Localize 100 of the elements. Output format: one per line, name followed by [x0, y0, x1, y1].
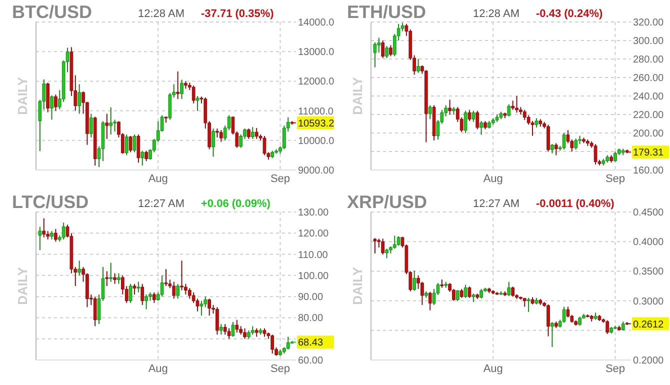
y-tick-label: 80.00	[298, 313, 324, 324]
candlestick	[172, 281, 176, 300]
y-tick-label: 14000.0	[298, 18, 335, 28]
y-tick-label: 100.00	[298, 270, 330, 282]
chart-title: XRP/USD	[347, 192, 428, 212]
candlestick	[176, 70, 180, 100]
x-tick-label: Sep	[605, 173, 626, 185]
candlestick	[200, 300, 204, 316]
text: +0.06 (0.09%)	[201, 198, 271, 210]
candlestick	[50, 94, 54, 120]
candlestick	[286, 336, 290, 350]
candlestick	[385, 46, 388, 59]
candlestick	[109, 262, 113, 282]
y-tick-label: 200.00	[633, 128, 664, 140]
y-tick-label: 9000.00	[298, 166, 335, 176]
candlestick	[176, 283, 180, 300]
chart-subtitle: 12:27 AM	[138, 198, 184, 210]
candlestick	[562, 132, 566, 150]
candlestick	[574, 138, 578, 150]
candlestick	[219, 130, 223, 142]
candlestick	[109, 106, 113, 135]
candlestick	[396, 236, 400, 246]
candlestick	[113, 272, 116, 284]
candlestick	[180, 79, 184, 100]
candlestick	[566, 130, 570, 144]
candlestick	[239, 134, 243, 148]
candlestick	[392, 235, 396, 250]
candlestick	[614, 151, 617, 162]
candlestick	[464, 110, 468, 134]
annotation: 0.2612	[633, 319, 664, 330]
candlestick	[180, 260, 184, 291]
candlestick	[416, 58, 420, 74]
candlestick	[546, 304, 550, 337]
y-tick-label: 13000.0	[298, 47, 335, 58]
candlestick	[219, 324, 223, 336]
candlestick	[254, 127, 258, 140]
candlestick	[78, 260, 81, 276]
candlestick	[144, 294, 148, 310]
candlestick	[212, 128, 215, 158]
candlestick	[192, 85, 196, 104]
candlestick	[227, 328, 231, 340]
candlestick	[515, 96, 518, 114]
candlestick	[428, 104, 432, 120]
y-tick-label: 260.00	[633, 73, 664, 84]
candlestick	[480, 120, 483, 136]
candlestick	[472, 110, 476, 122]
candlestick	[168, 92, 172, 120]
candlestick	[412, 270, 416, 292]
chart-title: LTC/USD	[12, 192, 89, 212]
y-tick-label: 110.00	[298, 250, 328, 261]
candlestick	[105, 270, 109, 286]
y-tick-label: 120.00	[298, 228, 330, 240]
candlestick	[247, 128, 250, 140]
candlestick	[93, 296, 97, 327]
candlestick	[464, 284, 468, 298]
candlestick	[448, 99, 452, 115]
candlestick	[550, 144, 554, 154]
y-tick-label: 160.00	[633, 166, 664, 176]
candlestick	[468, 286, 472, 298]
candlestick	[216, 306, 219, 336]
candlestick	[132, 283, 136, 295]
y-tick-label: 0.4500	[633, 208, 664, 218]
candlestick	[196, 298, 200, 312]
y-tick-label: 60.00	[298, 356, 324, 366]
y-tick-label: 0.2000	[633, 356, 664, 366]
chart-title: ETH/USD	[347, 2, 426, 22]
candlestick	[480, 288, 483, 299]
candlestick	[606, 320, 610, 334]
candlestick	[507, 281, 511, 297]
candlestick	[231, 321, 235, 338]
y-tick-label: 90.00	[298, 292, 324, 304]
candlestick	[530, 120, 534, 136]
candlestick	[468, 109, 472, 122]
candlestick	[381, 238, 384, 256]
candlestick	[381, 40, 384, 59]
chart-subtitle: 12:28 AM	[138, 8, 184, 20]
candlestick	[132, 134, 136, 153]
candlestick	[223, 324, 227, 336]
chart-subtitle: 12:28 AM	[473, 8, 520, 20]
x-tick-label: Sep	[270, 363, 290, 375]
candlestick	[594, 144, 598, 165]
text: -37.71 (0.35%)	[201, 8, 274, 20]
candlestick	[188, 288, 192, 300]
candlestick	[78, 84, 81, 114]
candlestick	[54, 94, 58, 112]
y-tick-label: 12000.0	[298, 76, 335, 88]
y-tick-label: 320.00	[633, 18, 664, 28]
candlestick	[270, 334, 274, 354]
candlestick	[160, 274, 164, 298]
candlestick	[511, 100, 514, 110]
candlestick	[105, 113, 109, 140]
candlestick	[164, 268, 168, 286]
candlestick	[262, 135, 266, 156]
y-tick-label: 0.3500	[633, 266, 664, 278]
y-tick-label: 11000.0	[298, 106, 334, 118]
candlestick	[235, 319, 239, 334]
candlestick	[566, 306, 570, 318]
candlestick	[534, 118, 538, 128]
x-tick-label: Sep	[270, 173, 290, 185]
text: -0.0011 (0.40%)	[536, 198, 615, 210]
